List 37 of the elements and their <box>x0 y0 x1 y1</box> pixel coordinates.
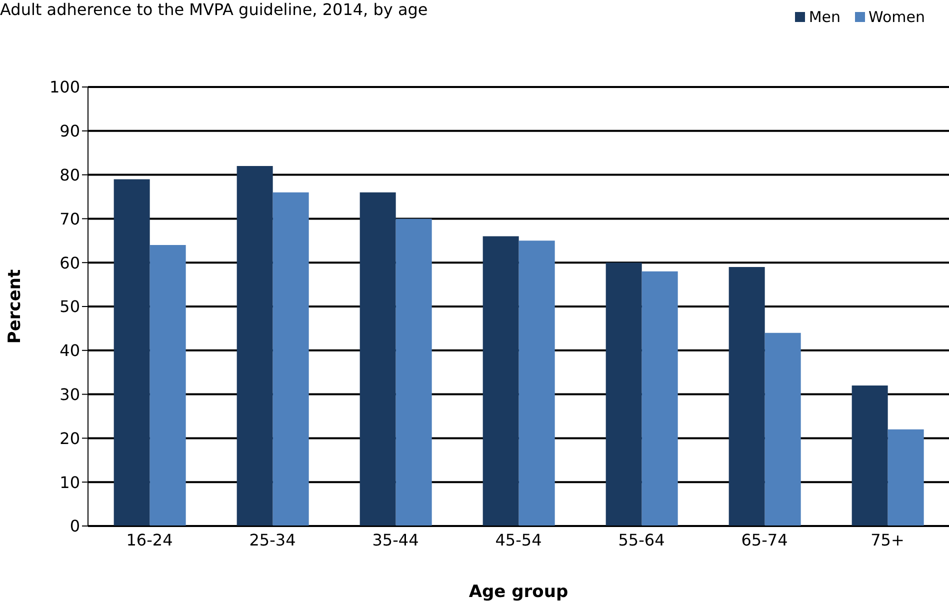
y-tick-label: 0 <box>70 516 80 536</box>
y-tick-label: 60 <box>60 253 80 272</box>
y-tick-label: 80 <box>60 165 80 184</box>
x-tick-label: 75+ <box>870 530 904 550</box>
x-tick-label: 55-64 <box>618 530 665 550</box>
bar <box>360 192 396 526</box>
y-tick-label: 10 <box>60 472 80 492</box>
bar <box>852 386 888 526</box>
y-tick-label: 90 <box>60 122 80 141</box>
x-axis-title: Age group <box>468 582 568 602</box>
y-tick-label: 40 <box>60 341 80 360</box>
bar <box>518 240 555 526</box>
chart-title: Adult adherence to the MVPA guideline, 2014, by age <box>0 0 428 19</box>
x-tick-label: 65-74 <box>741 530 788 550</box>
x-tick-label: 16-24 <box>126 530 173 550</box>
bar <box>150 245 186 526</box>
bar <box>888 429 924 526</box>
legend-label: Men <box>808 8 841 26</box>
y-tick-label: 100 <box>49 78 80 97</box>
bar <box>236 166 273 526</box>
bar <box>482 236 519 526</box>
legend-label: Women <box>868 8 925 26</box>
bar <box>272 192 309 526</box>
y-tick-label: 20 <box>60 428 80 448</box>
x-tick-label: 25-34 <box>249 530 296 550</box>
y-axis-title: Percent <box>5 269 26 344</box>
x-tick-label: 35-44 <box>372 530 419 550</box>
bar <box>606 262 642 526</box>
y-tick-label: 50 <box>60 297 80 316</box>
bar <box>396 218 432 526</box>
y-tick-label: 70 <box>60 209 80 228</box>
bar <box>764 332 801 526</box>
bar <box>728 266 765 526</box>
x-tick-label: 45-54 <box>495 530 542 550</box>
y-tick-label: 30 <box>60 384 80 404</box>
bar <box>642 271 678 526</box>
bar <box>114 179 150 526</box>
